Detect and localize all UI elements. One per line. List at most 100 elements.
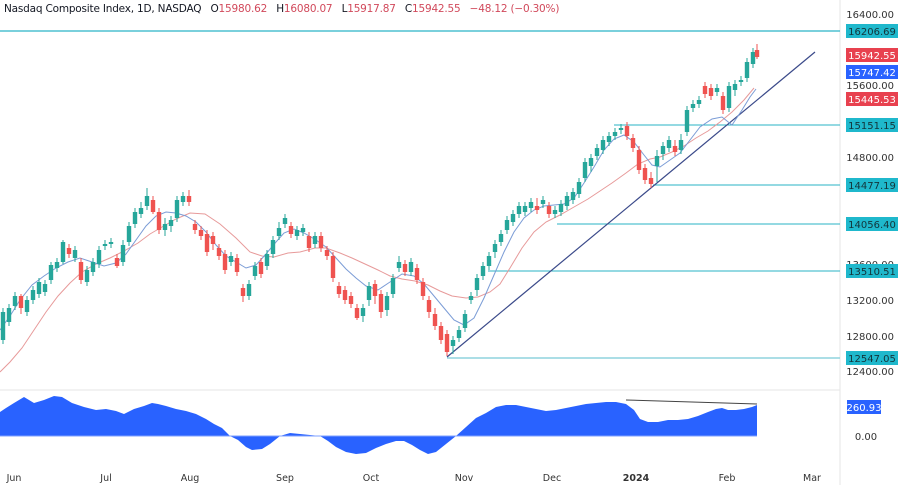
candle[interactable] bbox=[432, 308, 438, 330]
candle[interactable] bbox=[426, 296, 432, 318]
candle[interactable] bbox=[252, 262, 258, 280]
time-axis[interactable]: Jun Jul Aug Sep Oct Nov Dec 2024 Feb Mar bbox=[6, 473, 821, 484]
candle[interactable] bbox=[744, 58, 750, 82]
candle[interactable] bbox=[198, 226, 204, 240]
candle[interactable] bbox=[624, 122, 630, 140]
candle[interactable] bbox=[174, 196, 180, 222]
candle[interactable] bbox=[6, 304, 12, 326]
candle[interactable] bbox=[168, 216, 174, 232]
candle[interactable] bbox=[726, 82, 732, 112]
candle[interactable] bbox=[336, 282, 342, 298]
candle[interactable] bbox=[78, 258, 84, 284]
candle[interactable] bbox=[108, 238, 114, 248]
candle[interactable] bbox=[690, 100, 696, 112]
candle[interactable] bbox=[480, 262, 486, 280]
candle[interactable] bbox=[324, 246, 330, 260]
candle[interactable] bbox=[18, 294, 24, 314]
candle[interactable] bbox=[732, 80, 738, 96]
candle[interactable] bbox=[582, 158, 588, 182]
candle[interactable] bbox=[606, 132, 612, 146]
candle[interactable] bbox=[84, 266, 90, 286]
candle[interactable] bbox=[702, 82, 708, 98]
candle[interactable] bbox=[486, 252, 492, 270]
candle[interactable] bbox=[120, 240, 126, 266]
candle[interactable] bbox=[138, 202, 144, 218]
candle[interactable] bbox=[264, 250, 270, 270]
candle[interactable] bbox=[612, 128, 618, 140]
candle[interactable] bbox=[228, 252, 234, 266]
candle[interactable] bbox=[408, 258, 414, 276]
candle[interactable] bbox=[384, 292, 390, 316]
candle[interactable] bbox=[504, 216, 510, 234]
candle[interactable] bbox=[390, 274, 396, 298]
candle[interactable] bbox=[714, 84, 720, 96]
candle[interactable] bbox=[126, 222, 132, 246]
candle[interactable] bbox=[438, 322, 444, 344]
candle[interactable] bbox=[456, 326, 462, 342]
candle[interactable] bbox=[450, 336, 456, 354]
candle[interactable] bbox=[492, 240, 498, 258]
candle[interactable] bbox=[342, 286, 348, 304]
candle[interactable] bbox=[288, 222, 294, 238]
candle[interactable] bbox=[354, 304, 360, 320]
candle[interactable] bbox=[510, 210, 516, 226]
candle[interactable] bbox=[360, 304, 366, 322]
candle[interactable] bbox=[414, 264, 420, 284]
candle[interactable] bbox=[30, 286, 36, 304]
candle[interactable] bbox=[186, 190, 192, 206]
candle[interactable] bbox=[588, 154, 594, 172]
candle[interactable] bbox=[618, 124, 624, 134]
candle[interactable] bbox=[630, 134, 636, 152]
candle[interactable] bbox=[102, 240, 108, 250]
candle[interactable] bbox=[660, 142, 666, 160]
candle[interactable] bbox=[372, 280, 378, 304]
candle[interactable] bbox=[54, 258, 60, 272]
candle[interactable] bbox=[666, 136, 672, 152]
divergence-line[interactable] bbox=[625, 399, 758, 405]
candle[interactable] bbox=[144, 188, 150, 210]
horizontal-levels[interactable] bbox=[0, 30, 840, 359]
candle[interactable] bbox=[498, 230, 504, 246]
candle[interactable] bbox=[558, 200, 564, 216]
candle[interactable] bbox=[564, 192, 570, 210]
candle[interactable] bbox=[708, 84, 714, 100]
candle[interactable] bbox=[156, 208, 162, 234]
candle[interactable] bbox=[600, 136, 606, 154]
candle[interactable] bbox=[180, 192, 186, 206]
candle[interactable] bbox=[396, 256, 402, 272]
candle[interactable] bbox=[234, 254, 240, 276]
candle[interactable] bbox=[534, 198, 540, 214]
candle[interactable] bbox=[258, 258, 264, 278]
candle[interactable] bbox=[696, 96, 702, 108]
candle[interactable] bbox=[528, 198, 534, 212]
candle[interactable] bbox=[576, 178, 582, 198]
candle[interactable] bbox=[444, 330, 450, 356]
candle[interactable] bbox=[204, 230, 210, 256]
candle[interactable] bbox=[462, 310, 468, 332]
candle[interactable] bbox=[60, 240, 66, 264]
candle[interactable] bbox=[96, 246, 102, 268]
candle[interactable] bbox=[522, 202, 528, 216]
candle[interactable] bbox=[36, 278, 42, 298]
candle[interactable] bbox=[240, 284, 246, 302]
candle[interactable] bbox=[162, 218, 168, 236]
candle[interactable] bbox=[0, 308, 6, 344]
candle[interactable] bbox=[570, 188, 576, 204]
candle[interactable] bbox=[270, 236, 276, 258]
candle[interactable] bbox=[114, 254, 120, 268]
candle[interactable] bbox=[540, 196, 546, 208]
candle[interactable] bbox=[246, 280, 252, 300]
candle[interactable] bbox=[552, 206, 558, 218]
candle[interactable] bbox=[330, 252, 336, 282]
candle[interactable] bbox=[210, 232, 216, 250]
candle[interactable] bbox=[420, 278, 426, 300]
candle[interactable] bbox=[216, 244, 222, 260]
candle[interactable] bbox=[12, 292, 18, 310]
candle[interactable] bbox=[378, 290, 384, 318]
candle[interactable] bbox=[648, 172, 654, 188]
candle[interactable] bbox=[594, 144, 600, 160]
candlestick-series[interactable] bbox=[0, 44, 760, 356]
candle[interactable] bbox=[546, 202, 552, 218]
candle[interactable] bbox=[306, 232, 312, 252]
